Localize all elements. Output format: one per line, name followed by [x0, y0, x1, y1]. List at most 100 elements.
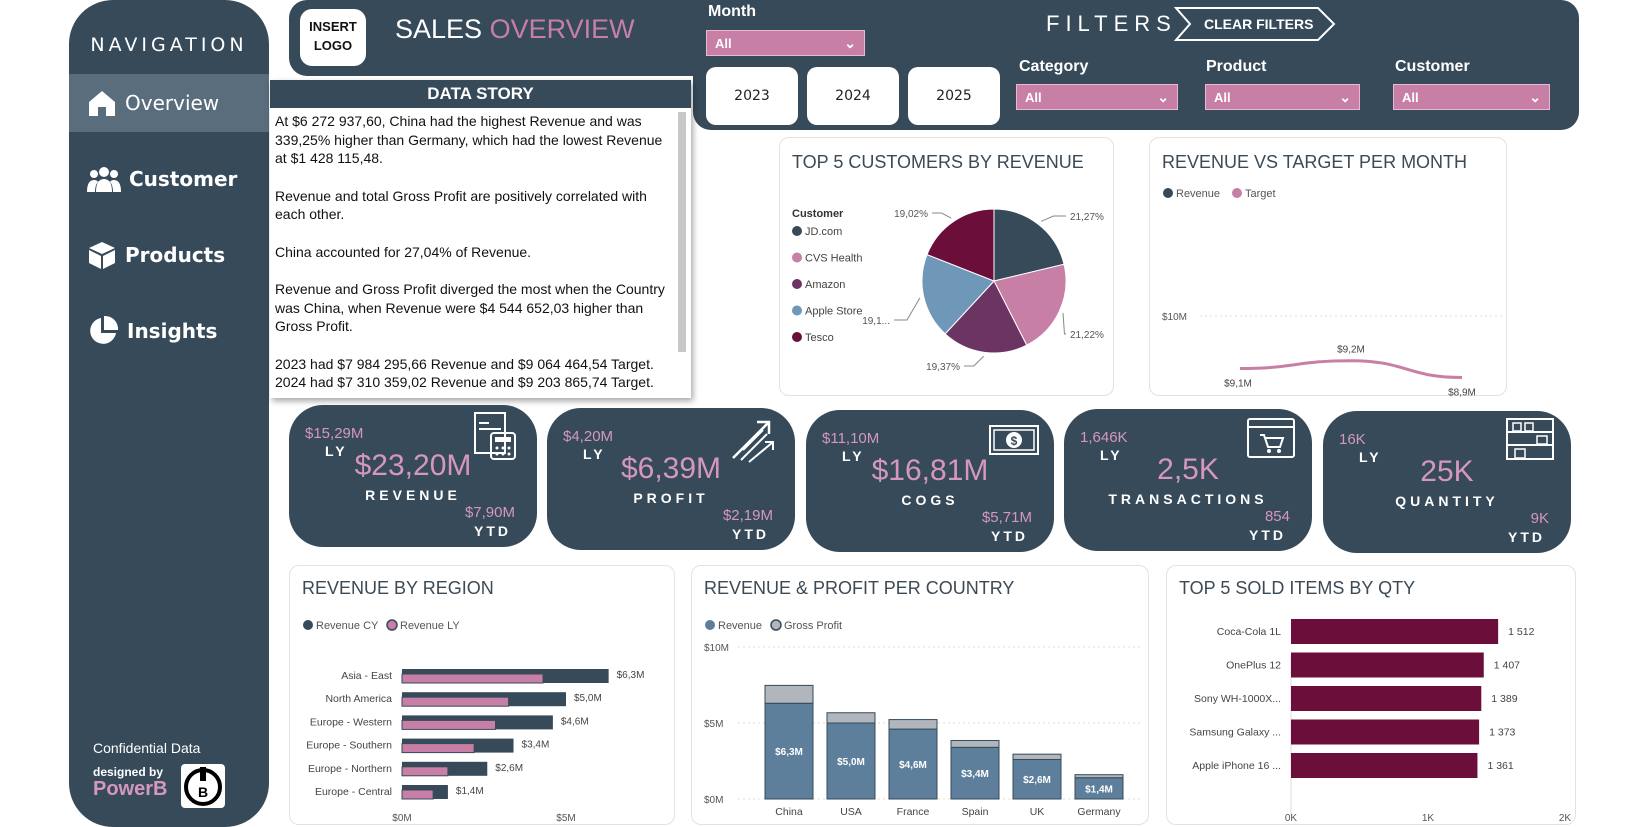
- x-tick-label: $5M: [556, 813, 575, 824]
- items-bar-chart: Coca-Cola 1L 1 512 OnePlus 12 1 407 Sony WH-…: [1189, 619, 1571, 824]
- category-label: France: [897, 806, 930, 818]
- category-label: Coca-Cola 1L: [1217, 626, 1281, 638]
- kpi-name: COGS: [901, 492, 959, 508]
- story-paragraph: At $6 272 937,60, China had the highest …: [275, 113, 663, 166]
- country-bar-chart: Revenue Gross Profit $10M $5M $0M $6,3M China $…: [704, 619, 1142, 818]
- pie-leader: [1040, 215, 1066, 222]
- bar-data-label: 1 361: [1487, 760, 1513, 772]
- customer-dropdown[interactable]: All ⌄: [1393, 84, 1550, 110]
- kpi-name: TRANSACTIONS: [1108, 491, 1268, 507]
- legend-label: Target: [1245, 188, 1276, 200]
- bar-gross-profit: [888, 719, 938, 730]
- bar-quantity: [1291, 686, 1482, 711]
- nav-item-products[interactable]: Products: [69, 226, 269, 284]
- dropdown-value: All: [1214, 90, 1231, 105]
- legend-label: Revenue: [718, 620, 762, 632]
- kpi-ytd-value: $2,19M: [722, 507, 773, 524]
- nav-item-insights[interactable]: Insights: [69, 302, 269, 360]
- target-line: [1239, 359, 1463, 379]
- kpi-ytd-label: YTD: [1249, 527, 1286, 543]
- category-label: Europe - Western: [310, 716, 392, 728]
- kpi-value: $16,81M: [871, 454, 989, 487]
- customer-label: Customer: [1395, 58, 1470, 75]
- bar-data-label: $1,4M: [1085, 784, 1113, 795]
- nav-item-customer[interactable]: Customer: [69, 150, 269, 208]
- bar-data-label: $2,6M: [1023, 775, 1051, 786]
- pie-slice: [944, 280, 1028, 354]
- year-button-2025[interactable]: 2025: [908, 67, 1000, 125]
- category-dropdown[interactable]: All ⌄: [1016, 84, 1178, 110]
- nav-item-label: Products: [125, 243, 226, 267]
- y-tick-label: $5M: [704, 719, 723, 730]
- region-title: REVENUE BY REGION: [302, 578, 494, 598]
- bar-gross-profit: [826, 712, 876, 724]
- navigation-sidebar: NAVIGATION Overview Customer Products In…: [69, 0, 269, 827]
- items-title: TOP 5 SOLD ITEMS BY QTY: [1179, 578, 1416, 598]
- bar-gross-profit: [764, 684, 814, 704]
- banknote-icon: $: [989, 425, 1039, 455]
- data-story-title: DATA STORY: [270, 80, 691, 108]
- category-label: Europe - Northern: [308, 763, 392, 775]
- pie-data-label: 21,22%: [1070, 330, 1104, 341]
- pie-data-label: 21,27%: [1070, 212, 1104, 223]
- legend-label: Revenue: [1176, 188, 1220, 200]
- bar-data-label: $1,4M: [456, 786, 484, 797]
- kpi-ly-label: LY: [1359, 449, 1382, 465]
- bar-data-label: $3,4M: [522, 740, 550, 751]
- nav-item-label: Customer: [129, 167, 238, 191]
- logo-line: LOGO: [313, 38, 353, 53]
- shelves-icon: [1506, 418, 1554, 460]
- kpi-card-transactions: 1,646K LY 2,5K TRANSACTIONS 854 YTD: [1064, 409, 1312, 551]
- product-label: Product: [1206, 58, 1267, 75]
- kpi-name: PROFIT: [633, 490, 709, 506]
- nav-item-label: Overview: [125, 91, 220, 115]
- svg-text:$: $: [1011, 434, 1018, 448]
- bar-data-label: $6,3M: [775, 747, 803, 758]
- story-paragraph: 2023 had $7 984 295,66 Revenue and $9 06…: [275, 355, 654, 372]
- kpi-ly-value: 1,646K: [1080, 429, 1128, 446]
- legend-label: JD.com: [805, 226, 842, 238]
- nav-item-overview[interactable]: Overview: [69, 74, 269, 132]
- bar-data-label: $5,0M: [837, 757, 865, 768]
- pie-slice: [926, 208, 995, 282]
- brand-logo-letter: B: [198, 784, 208, 800]
- category-label: Asia - East: [341, 670, 392, 682]
- bar-data-label: 1 373: [1489, 727, 1515, 739]
- kpi-ytd-value: $7,90M: [464, 504, 515, 521]
- legend-swatch: [770, 619, 782, 631]
- pie-data-label: 19,1...: [862, 316, 890, 327]
- pie-icon: [90, 315, 119, 344]
- kpi-name: REVENUE: [365, 487, 461, 503]
- kpi-value: 25K: [1420, 455, 1474, 488]
- kpi-value: $6,39M: [620, 452, 722, 485]
- calculator-icon: [474, 412, 516, 460]
- category-label: OnePlus 12: [1226, 660, 1281, 672]
- kpi-ly-value: $15,29M: [305, 425, 364, 442]
- year-button-2023[interactable]: 2023: [706, 67, 798, 125]
- nav-title: NAVIGATION: [90, 34, 248, 56]
- bar-quantity: [1291, 652, 1484, 678]
- clear-filters-button[interactable]: CLEAR FILTERS: [1173, 6, 1336, 42]
- brand-label: PowerB: [93, 778, 168, 800]
- year-button-2024[interactable]: 2024: [807, 67, 899, 125]
- clear-filters-label: CLEAR FILTERS: [1204, 16, 1314, 32]
- x-tick-label: 1K: [1422, 813, 1435, 824]
- kpi-ytd-label: YTD: [1508, 529, 1545, 545]
- category-label: UK: [1030, 806, 1045, 818]
- story-scrollbar[interactable]: [678, 112, 686, 352]
- month-dropdown[interactable]: All ⌄: [706, 30, 865, 56]
- kpi-ly-value: $4,20M: [563, 428, 614, 445]
- x-tick-label: 0K: [1285, 813, 1298, 824]
- cart-icon: [1247, 418, 1295, 458]
- bar-revenue: [826, 722, 876, 800]
- revenue-country-card: REVENUE & PROFIT PER COUNTRY Revenue Gros…: [691, 565, 1149, 825]
- bar-revenue-ly: [401, 789, 434, 800]
- bar-gross-profit: [950, 739, 1000, 748]
- legend-label: Tesco: [805, 332, 834, 344]
- kpi-ly-value: $11,10M: [822, 430, 880, 447]
- designed-by-label: designed by: [93, 765, 164, 779]
- dropdown-value: All: [1025, 90, 1042, 105]
- kpi-name: QUANTITY: [1395, 493, 1499, 509]
- product-dropdown[interactable]: All ⌄: [1205, 84, 1360, 110]
- pie-leader: [894, 297, 921, 321]
